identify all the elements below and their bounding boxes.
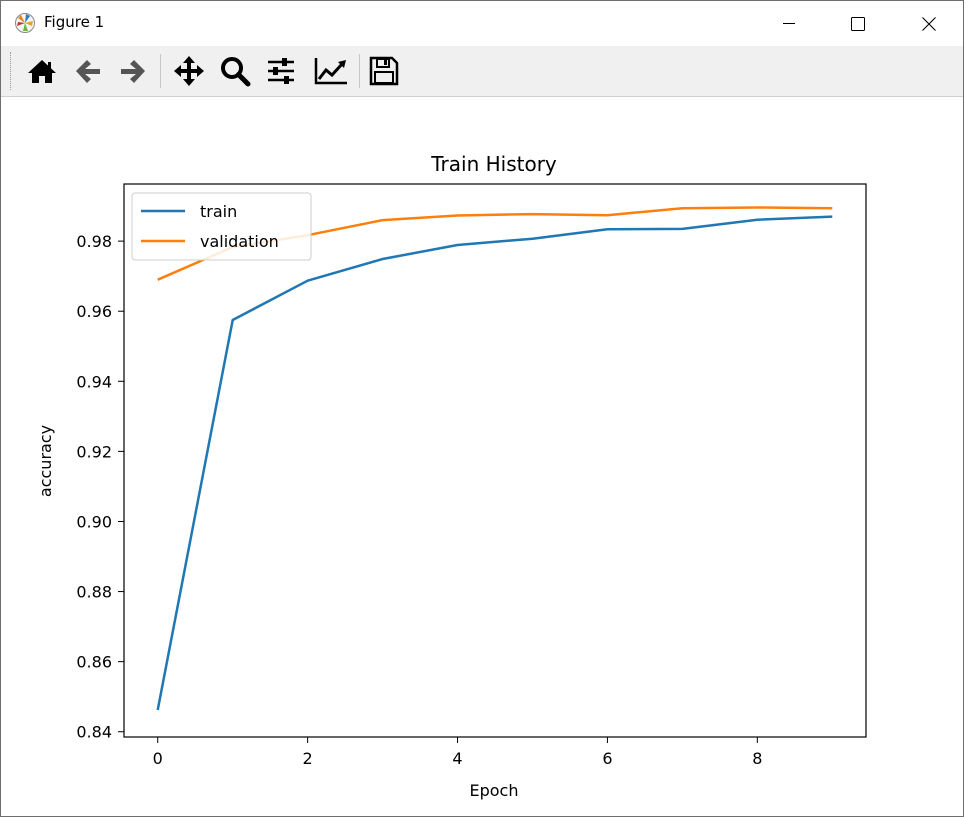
window-title: Figure 1: [44, 13, 105, 31]
line-chart: Train History 0 2 4 6 80.840.860.880.900.920…: [36, 152, 867, 800]
y-tick-label: 0.88: [76, 583, 112, 602]
forward-button[interactable]: [113, 51, 153, 91]
chart-title: Train History: [430, 152, 557, 176]
y-tick-label: 0.90: [76, 512, 112, 531]
figure-canvas[interactable]: Train History 0 2 4 6 8 0.84 0.86 0.88 0.90 0.92 0…: [1, 97, 963, 816]
maximize-icon: [851, 17, 865, 31]
arrow-right-icon: [121, 60, 145, 83]
pan-button[interactable]: [169, 51, 209, 91]
x-tick-label: 6: [602, 749, 612, 768]
home-button[interactable]: [22, 51, 62, 91]
back-button[interactable]: [68, 51, 108, 91]
legend-label-train: train: [200, 202, 237, 221]
matplotlib-app-icon: [15, 13, 35, 33]
title-bar[interactable]: Figure 1: [1, 1, 963, 46]
series-line-train: [156, 215, 833, 711]
y-tick-label: 0.86: [76, 653, 112, 672]
axes-frame: [123, 183, 867, 738]
x-tick-label: 2: [303, 749, 313, 768]
axis-ticks: 0 2 4 6 8 0.84 0.86 0.88 0.90 0.92 0.94 0.96 0.98: [76, 232, 762, 768]
toolbar-separator: [359, 54, 360, 88]
edit-axis-curve-icon: [314, 58, 347, 85]
configure-subplots-button[interactable]: [261, 51, 301, 91]
zoom-icon: [221, 57, 251, 87]
home-icon: [28, 60, 56, 83]
save-icon: [369, 56, 399, 86]
close-icon: [922, 17, 936, 31]
arrow-left-icon: [76, 60, 100, 83]
toolbar-grip[interactable]: [10, 52, 13, 90]
navigation-toolbar: [1, 46, 963, 97]
zoom-button[interactable]: [215, 51, 255, 91]
x-tick-label: 0: [153, 749, 163, 768]
y-axis-label: accuracy: [36, 425, 55, 497]
edit-axis-button[interactable]: [309, 51, 349, 91]
minimize-button[interactable]: [766, 1, 812, 46]
subplots-sliders-icon: [268, 58, 294, 84]
plot-area: [156, 206, 833, 711]
legend: train validation: [131, 192, 312, 261]
x-axis-label: Epoch: [470, 781, 519, 800]
minimize-icon: [783, 23, 795, 24]
maximize-button[interactable]: [835, 1, 881, 46]
y-tick-label: 0.98: [76, 232, 112, 251]
y-tick-label: 0.96: [76, 302, 112, 321]
x-tick-label: 4: [452, 749, 462, 768]
y-tick-label: 0.92: [76, 442, 112, 461]
y-tick-label: 0.94: [76, 372, 112, 391]
y-tick-label: 0.84: [76, 723, 112, 742]
x-tick-label: 8: [752, 749, 762, 768]
toolbar-separator: [160, 54, 161, 88]
close-button[interactable]: [906, 1, 952, 46]
pan-icon: [174, 56, 204, 86]
legend-label-validation: validation: [200, 232, 279, 251]
save-button[interactable]: [364, 51, 404, 91]
